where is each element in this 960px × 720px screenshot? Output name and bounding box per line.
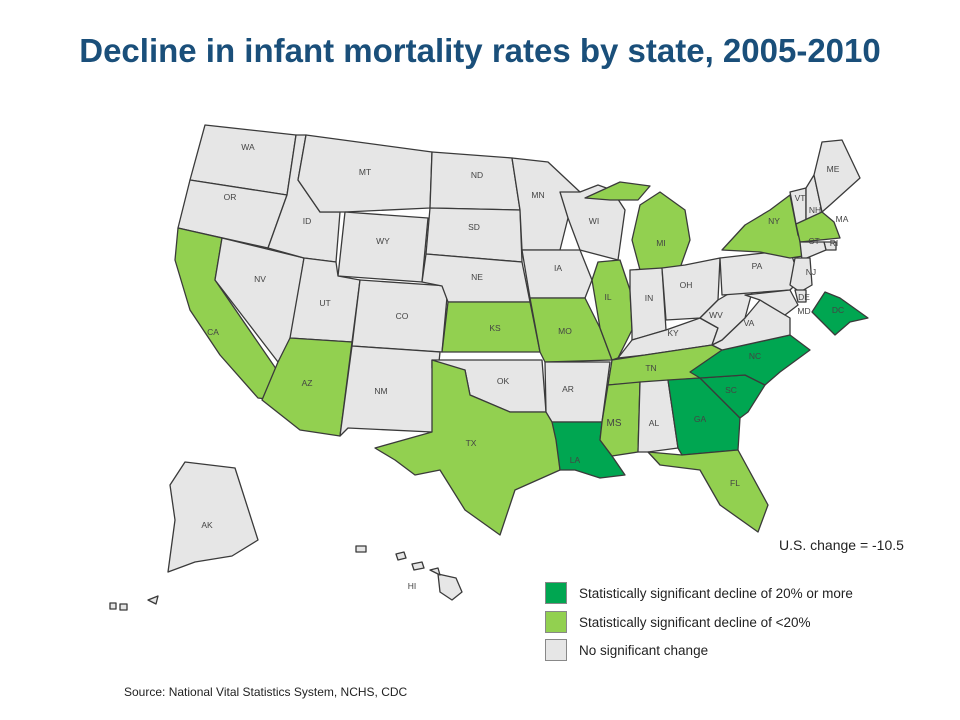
state-label-ct: CT — [808, 236, 819, 246]
state-label-hi: HI — [408, 581, 417, 591]
state-mi — [584, 181, 691, 271]
state-label-dc: DC — [832, 305, 844, 315]
state-me — [813, 139, 861, 213]
state-label-al: AL — [649, 418, 660, 428]
state-label-co: CO — [396, 311, 409, 321]
state-label-mn: MN — [531, 190, 544, 200]
state-label-ut: UT — [319, 298, 330, 308]
state-label-nv: NV — [254, 274, 266, 284]
state-label-ga: GA — [694, 414, 707, 424]
state-label-ak: AK — [201, 520, 213, 530]
legend-label: Statistically significant decline of 20%… — [579, 586, 853, 601]
state-label-ia: IA — [554, 263, 562, 273]
state-label-ca: CA — [207, 327, 219, 337]
state-label-sc: SC — [725, 385, 737, 395]
state-label-wi: WI — [589, 216, 599, 226]
state-label-mi: MI — [656, 238, 665, 248]
state-label-tn: TN — [645, 363, 656, 373]
state-label-in: IN — [645, 293, 654, 303]
state-wy — [337, 211, 429, 283]
state-label-tx: TX — [466, 438, 477, 448]
state-label-nh: NH — [809, 205, 821, 215]
state-mn — [511, 157, 581, 251]
state-label-az: AZ — [302, 378, 313, 388]
state-label-fl: FL — [730, 478, 740, 488]
state-label-sd: SD — [468, 222, 480, 232]
state-label-wy: WY — [376, 236, 390, 246]
state-ia — [521, 249, 593, 299]
legend-swatch — [545, 611, 567, 633]
state-nj — [789, 257, 813, 293]
legend-label: Statistically significant decline of <20… — [579, 615, 811, 630]
state-fl — [647, 449, 769, 533]
state-label-ri: RI — [830, 238, 839, 248]
map-title: Decline in infant mortality rates by sta… — [79, 32, 881, 69]
source-note: Source: National Vital Statistics System… — [124, 685, 408, 699]
state-ak — [109, 461, 259, 611]
state-label-ky: KY — [667, 328, 679, 338]
state-tx — [374, 359, 561, 536]
state-de — [794, 289, 807, 303]
state-label-pa: PA — [752, 261, 763, 271]
state-dc — [811, 291, 869, 336]
state-label-mo: MO — [558, 326, 572, 336]
state-label-nd: ND — [471, 170, 483, 180]
state-ma — [795, 211, 841, 243]
state-in — [629, 267, 667, 341]
state-label-ma: MA — [836, 214, 849, 224]
state-ct — [799, 241, 827, 261]
legend-swatch — [545, 582, 567, 604]
legend-swatch — [545, 639, 567, 661]
state-label-oh: OH — [680, 280, 693, 290]
state-label-mt: MT — [359, 167, 371, 177]
state-label-id: ID — [303, 216, 312, 226]
state-label-ar: AR — [562, 384, 574, 394]
state-wi — [559, 184, 626, 261]
state-label-nj: NJ — [806, 267, 816, 277]
state-label-wa: WA — [241, 142, 255, 152]
state-label-nc: NC — [749, 351, 761, 361]
state-label-il: IL — [604, 292, 611, 302]
state-nd — [429, 151, 521, 211]
state-label-va: VA — [744, 318, 755, 328]
us-change-note: U.S. change = -10.5 — [779, 537, 904, 553]
state-label-ks: KS — [489, 323, 501, 333]
state-sd — [425, 207, 523, 263]
state-label-la: LA — [570, 455, 581, 465]
state-label-ny: NY — [768, 216, 780, 226]
state-label-ne: NE — [471, 272, 483, 282]
state-label-wv: WV — [709, 310, 723, 320]
state-wv — [699, 289, 753, 346]
state-nm — [339, 345, 441, 437]
state-label-ms: MS — [607, 418, 622, 429]
state-label-ok: OK — [497, 376, 510, 386]
state-label-de: DE — [798, 292, 810, 302]
state-label-me: ME — [827, 164, 840, 174]
state-label-or: OR — [224, 192, 237, 202]
legend-label: No significant change — [579, 643, 709, 658]
state-md — [744, 289, 799, 316]
state-label-md: MD — [797, 306, 810, 316]
state-al — [637, 379, 679, 453]
state-label-vt: VT — [795, 193, 806, 203]
state-hi — [355, 545, 463, 601]
state-label-nm: NM — [374, 386, 387, 396]
state-ar — [544, 361, 611, 423]
